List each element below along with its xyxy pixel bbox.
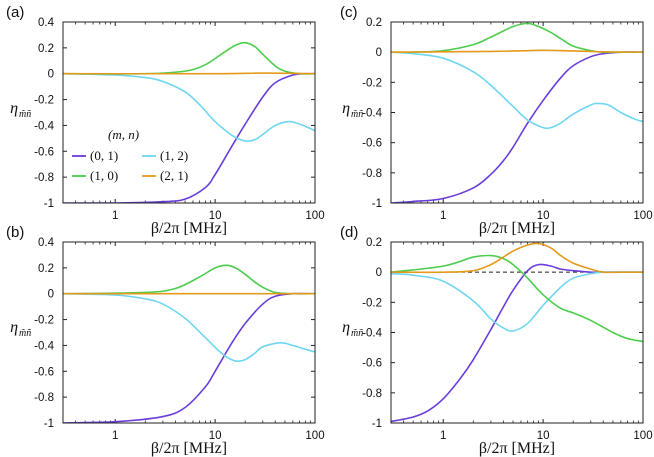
y-axis-label-subscript: m̃ñ	[351, 109, 363, 120]
x-tick-label: 100	[305, 210, 324, 222]
y-tick-label: -0.2	[34, 95, 54, 107]
series-line-12	[391, 51, 643, 130]
y-tick-label: 0.2	[38, 43, 54, 55]
series-line-01	[391, 51, 643, 203]
legend-label-12: (1, 2)	[160, 148, 188, 163]
y-tick-label: -0.6	[362, 358, 382, 370]
y-tick-label: 0	[376, 267, 382, 279]
panel-label: (b)	[6, 224, 24, 241]
panel-label: (c)	[340, 4, 358, 21]
panel-c: (c) 1 10 100 0.2 0 -0.2 -0.4 -0.6 -0.8 -1 β/2π [MHz…	[340, 4, 653, 237]
x-axis-label: β/2π [MHz]	[479, 440, 555, 457]
x-tick-label: 10	[209, 210, 222, 222]
axes-frame	[390, 241, 644, 424]
y-tick-label: 0.2	[366, 17, 382, 29]
y-tick-label: 0.4	[38, 237, 55, 249]
y-tick-label: -0.2	[362, 77, 382, 89]
y-tick-label: 0.2	[38, 263, 54, 275]
y-tick-label: -0.8	[34, 392, 54, 404]
y-tick-label: -0.4	[34, 120, 54, 132]
series-line-12	[63, 292, 315, 363]
series-line-10	[391, 22, 643, 54]
legend-title: (m, n)	[108, 127, 139, 142]
series-line-10	[391, 254, 643, 343]
x-tick-label: 10	[209, 430, 222, 442]
y-tick-label: 0	[48, 69, 54, 81]
y-axis-label: η	[342, 319, 350, 336]
y-axis-label: η	[10, 319, 18, 336]
x-axis-label: β/2π [MHz]	[151, 440, 227, 457]
x-axis-label: β/2π [MHz]	[151, 220, 227, 237]
y-tick-label: -0.4	[362, 108, 382, 120]
series-line-21	[63, 72, 315, 75]
y-tick-label: -1	[44, 418, 54, 430]
x-tick-label: 1	[440, 210, 446, 222]
series-line-10	[63, 264, 315, 295]
legend-label-01: (0, 1)	[90, 148, 118, 163]
y-tick-label: -0.2	[34, 315, 54, 327]
y-tick-label: -1	[372, 198, 382, 210]
y-axis-label-subscript: m̃ñ	[19, 328, 31, 339]
series-line-12	[391, 271, 643, 332]
y-tick-label: -1	[372, 418, 382, 430]
y-tick-label: -0.8	[362, 388, 382, 400]
x-tick-label: 10	[537, 210, 550, 222]
x-tick-label: 100	[633, 210, 652, 222]
y-tick-label: -0.4	[34, 340, 54, 352]
x-tick-label: 100	[633, 430, 652, 442]
x-tick-label: 1	[440, 430, 446, 442]
y-tick-label: 0.4	[38, 17, 55, 29]
y-tick-label: -1	[44, 198, 54, 210]
y-axis-label-subscript: m̃ñ	[19, 109, 31, 120]
legend: (m, n) (0, 1) (1, 2) (1, 0) (2, 1)	[72, 127, 188, 183]
y-tick-label: -0.6	[362, 138, 382, 150]
series-line-01	[391, 263, 643, 423]
series-line-01	[63, 72, 315, 203]
y-tick-label: -0.8	[362, 168, 382, 180]
y-tick-label: -0.2	[362, 297, 382, 309]
x-tick-label: 10	[537, 430, 550, 442]
series-line-12	[63, 72, 315, 142]
y-tick-label: 0	[376, 47, 382, 59]
y-tick-label: -0.4	[362, 328, 382, 340]
y-axis-label-subscript: m̃ñ	[351, 328, 363, 339]
x-tick-label: 100	[305, 430, 324, 442]
series-line-01	[63, 292, 315, 423]
series-line-21	[391, 49, 643, 53]
axes-frame	[62, 21, 316, 204]
series-line-10	[63, 41, 315, 75]
y-tick-label: -0.6	[34, 146, 54, 158]
legend-label-10: (1, 0)	[90, 168, 118, 183]
series-line-21	[391, 242, 643, 274]
axes-frame	[390, 21, 644, 204]
panel-label: (d)	[340, 224, 358, 241]
y-axis-label: η	[342, 100, 350, 117]
x-tick-label: 1	[112, 210, 118, 222]
panel-a: (a) 1 10 100 0.4 0.2 0 -0.2 -0.4 -0.6 -0.8 -1 β/2π […	[6, 4, 325, 237]
panel-b: (b) 1 10 100 0.4 0.2 0 -0.2 -0.4 -0.6 -0.8 -1 β/2π […	[6, 224, 325, 457]
y-tick-label: 0	[48, 289, 54, 301]
panel-label: (a)	[6, 4, 24, 21]
panel-d: (d) 1 10 100 0.2 0 -0.2 -0.4 -0.6 -0.8 -1 β/2π [MHz…	[340, 224, 653, 457]
y-tick-label: -0.8	[34, 172, 54, 184]
x-axis-label: β/2π [MHz]	[479, 220, 555, 237]
y-tick-label: 0.2	[366, 237, 382, 249]
x-tick-label: 1	[112, 430, 118, 442]
legend-label-21: (2, 1)	[160, 168, 188, 183]
y-axis-label: η	[10, 100, 18, 117]
y-tick-label: -0.6	[34, 366, 54, 378]
axes-frame	[62, 241, 316, 424]
